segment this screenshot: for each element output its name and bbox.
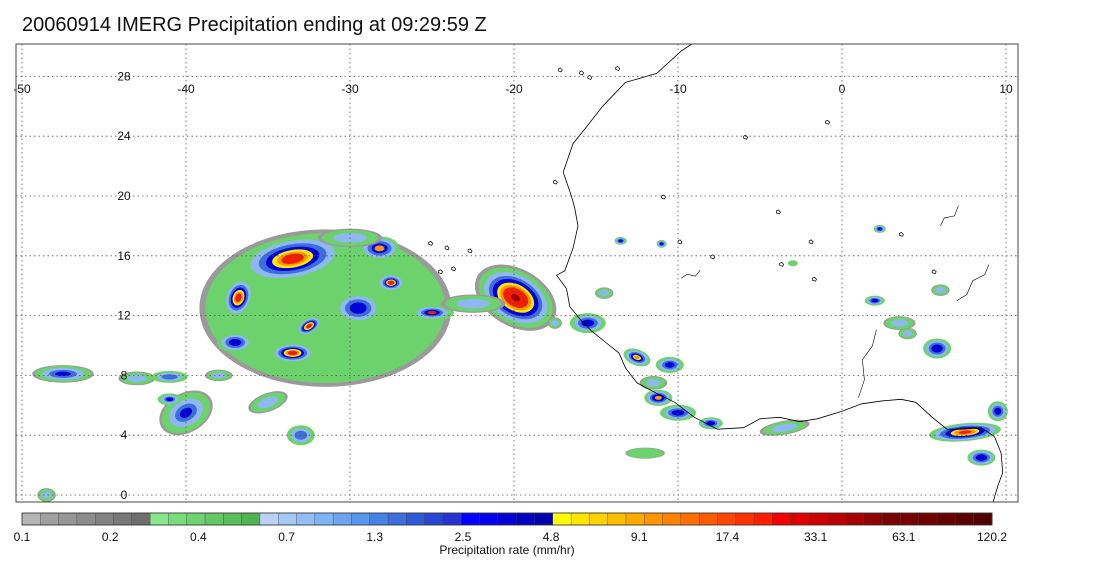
colorbar-swatch xyxy=(808,512,828,526)
lon-tick-label: -10 xyxy=(669,82,687,96)
colorbar-swatch xyxy=(936,512,956,526)
colorbar-swatch xyxy=(497,512,517,526)
colorbar-swatch xyxy=(698,512,718,526)
colorbar-tick-label: 0.7 xyxy=(278,530,295,544)
colorbar-swatch xyxy=(625,512,645,526)
colorbar-swatch xyxy=(827,512,847,526)
precipitation-layer xyxy=(32,224,1008,502)
lat-tick-label: 0 xyxy=(121,488,128,502)
colorbar-swatch xyxy=(223,512,243,526)
colorbar-swatch xyxy=(790,512,810,526)
colorbar-label: Precipitation rate (mm/hr) xyxy=(439,543,575,557)
colorbar-swatch xyxy=(607,512,627,526)
colorbar-tick-label: 0.4 xyxy=(190,530,207,544)
colorbar-swatch xyxy=(479,512,499,526)
lon-tick-label: -20 xyxy=(505,82,523,96)
lat-tick-label: 16 xyxy=(117,249,131,263)
colorbar-swatch xyxy=(259,512,279,526)
colorbar-swatch xyxy=(735,512,755,526)
colorbar-swatch xyxy=(881,512,901,526)
colorbar-tick-label: 33.1 xyxy=(804,530,828,544)
colorbar-swatch xyxy=(863,512,883,526)
colorbar-swatch xyxy=(644,512,664,526)
colorbar-swatch xyxy=(461,512,481,526)
colorbar-swatch xyxy=(662,512,682,526)
colorbar-tick-label: 9.1 xyxy=(631,530,648,544)
colorbar-tick-label: 0.2 xyxy=(102,530,119,544)
colorbar-swatch xyxy=(900,512,920,526)
colorbar-swatch xyxy=(40,512,60,526)
lon-tick-label: 0 xyxy=(839,82,846,96)
colorbar-swatch xyxy=(442,512,462,526)
colorbar-swatch xyxy=(95,512,115,526)
lat-tick-label: 4 xyxy=(121,428,128,442)
colorbar-swatch xyxy=(21,512,41,526)
colorbar-swatch xyxy=(241,512,261,526)
colorbar-swatch xyxy=(717,512,737,526)
colorbar-swatch xyxy=(351,512,371,526)
colorbar-swatch xyxy=(406,512,426,526)
lat-tick-label: 8 xyxy=(121,368,128,382)
lon-tick-label: -40 xyxy=(177,82,195,96)
colorbar-swatch xyxy=(845,512,865,526)
colorbar-swatch xyxy=(387,512,407,526)
colorbar-swatch xyxy=(772,512,792,526)
colorbar-tick-label: 2.5 xyxy=(455,530,472,544)
colorbar-tick-label: 17.4 xyxy=(716,530,740,544)
colorbar-swatch xyxy=(955,512,975,526)
lon-tick-label: 10 xyxy=(999,82,1013,96)
coastline-layer xyxy=(428,44,1004,502)
lon-tick-label: -30 xyxy=(341,82,359,96)
colorbar-swatch xyxy=(296,512,316,526)
graticule-labels: -50 -40 -30 -20 -10 0 10 0 4 8 12 16 20 24 28 xyxy=(13,69,1013,502)
lon-tick-label: -50 xyxy=(13,82,31,96)
plot-frame xyxy=(15,43,1019,503)
colorbar-swatch xyxy=(424,512,444,526)
colorbar-tick-label: 1.3 xyxy=(366,530,383,544)
lat-tick-label: 20 xyxy=(117,189,131,203)
colorbar-swatch xyxy=(186,512,206,526)
colorbar-swatch xyxy=(113,512,133,526)
colorbar-swatch xyxy=(680,512,700,526)
colorbar-swatch xyxy=(332,512,352,526)
colorbar-swatch xyxy=(149,512,169,526)
lat-tick-label: 24 xyxy=(117,129,131,143)
colorbar-swatch xyxy=(76,512,96,526)
colorbar-swatch xyxy=(515,512,535,526)
colorbar-swatch xyxy=(973,512,993,526)
colorbar-tick-label: 4.8 xyxy=(543,530,560,544)
graticule xyxy=(16,44,1018,502)
colorbar-tick-label: 0.1 xyxy=(14,530,31,544)
colorbar-swatch xyxy=(589,512,609,526)
colorbar-swatch xyxy=(552,512,572,526)
colorbar-swatch xyxy=(168,512,188,526)
colorbar-swatch xyxy=(314,512,334,526)
colorbar-swatch xyxy=(369,512,389,526)
colorbar-tick-label: 120.2 xyxy=(977,530,1007,544)
colorbar-swatch xyxy=(753,512,773,526)
colorbar: 0.1 0.2 0.4 0.7 1.3 2.5 4.8 9.1 17.4 33.1 63.1 120.… xyxy=(14,512,1007,544)
colorbar-swatch xyxy=(278,512,298,526)
lat-tick-label: 28 xyxy=(117,69,131,83)
colorbar-tick-label: 63.1 xyxy=(892,530,916,544)
colorbar-swatch xyxy=(58,512,78,526)
lat-tick-label: 12 xyxy=(117,309,131,323)
colorbar-swatch xyxy=(204,512,224,526)
map-title: 20060914 IMERG Precipitation ending at 0… xyxy=(22,14,487,36)
colorbar-swatch xyxy=(570,512,590,526)
colorbar-swatch xyxy=(131,512,151,526)
colorbar-swatch xyxy=(918,512,938,526)
coastline xyxy=(556,44,1004,502)
colorbar-swatch xyxy=(534,512,554,526)
